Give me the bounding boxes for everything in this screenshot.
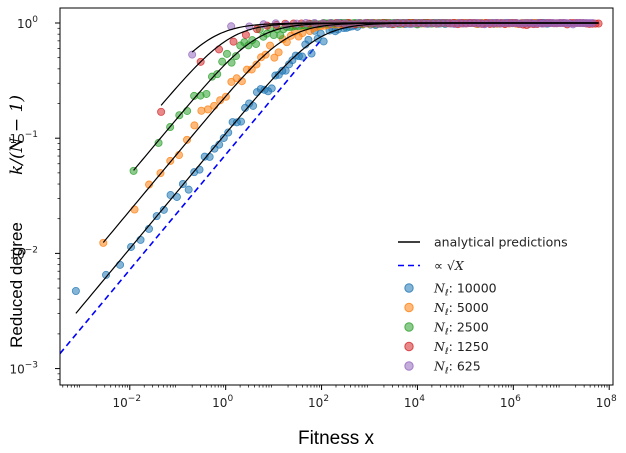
series-2-point	[274, 48, 283, 57]
series-1-point	[205, 152, 214, 161]
series-3-point	[129, 166, 138, 175]
series-1-point	[307, 49, 316, 58]
series-2-point	[190, 121, 199, 130]
series-4-points	[157, 19, 603, 116]
x-tick-label: 108	[596, 394, 617, 410]
y-axis-label: Reduced degree	[7, 222, 26, 348]
x-tick-label: 100	[212, 394, 233, 410]
series-4-point	[157, 107, 166, 116]
x-axis-label: Fitness x	[298, 428, 375, 449]
series-1-point	[136, 235, 145, 244]
legend-series-label: Nℓ: 625	[433, 359, 481, 377]
series-4-point	[229, 37, 238, 46]
series-1-point	[304, 35, 313, 44]
series-3-point	[218, 57, 227, 66]
series-1-point	[184, 185, 193, 194]
series-3-point	[202, 89, 211, 98]
series-3-point	[276, 31, 285, 40]
series-2-point	[210, 101, 219, 110]
analytical-prediction-line-5	[191, 22, 599, 53]
axis-labels: Fitness x Reduced degree k/(N − 1)	[7, 95, 375, 449]
series-3-point	[244, 41, 253, 50]
legend-series-marker	[404, 283, 414, 293]
series-2-point	[270, 53, 279, 62]
x-tick-label: 104	[404, 394, 425, 410]
x-tick-label: 10−2	[113, 394, 142, 410]
series-2-point	[266, 41, 275, 50]
legend-series-label: Nℓ: 5000	[433, 300, 489, 318]
series-1-point	[159, 205, 168, 214]
analytical-prediction-line-1	[75, 22, 599, 314]
series-1-point	[102, 270, 111, 279]
sqrt-reference-layer	[60, 38, 323, 355]
series-2-point	[203, 105, 212, 114]
plot-frame	[59, 7, 614, 386]
series-1-point	[267, 84, 276, 93]
series-2-point	[183, 135, 192, 144]
legend-series-marker	[404, 341, 414, 352]
series-3-point	[183, 106, 192, 115]
y-tick-label: 100	[17, 15, 38, 31]
series-1-point	[281, 66, 290, 75]
y-axis-label-math: k/(N − 1)	[7, 95, 27, 175]
series-2-point	[216, 96, 225, 105]
series-1-point	[71, 286, 80, 295]
series-3-point	[213, 70, 222, 79]
series-3-point	[252, 39, 261, 48]
legend-series-marker	[404, 322, 414, 332]
series-3-point	[222, 49, 231, 58]
series-3-point	[227, 58, 236, 67]
series-2-point	[197, 106, 206, 115]
legend-series-label: Nℓ: 2500	[433, 320, 489, 338]
legend-series-label: Nℓ: 10000	[433, 281, 497, 299]
sqrt-reference-line	[60, 38, 323, 355]
series-2-point	[130, 205, 139, 214]
series-1-point	[319, 37, 328, 46]
series-1-point	[224, 128, 233, 137]
scatter-layer	[71, 19, 603, 295]
x-tick-label: 102	[308, 394, 329, 410]
series-3-point	[231, 52, 240, 61]
series-2-point	[252, 60, 261, 69]
x-tick-label: 106	[500, 394, 521, 410]
analytical-lines-layer	[75, 22, 599, 314]
legend-series-marker	[404, 302, 414, 313]
series-2-point	[247, 65, 256, 74]
series-5-point	[188, 50, 197, 59]
series-1-point	[116, 260, 125, 269]
series-3-point	[154, 138, 163, 147]
series-1-point	[237, 117, 246, 126]
legend-analytical-label: analytical predictions	[434, 235, 568, 250]
series-1-point	[219, 133, 228, 142]
legend-sqrt-label: ∝ √X	[434, 258, 465, 273]
legend-series-label: Nℓ: 1250	[433, 339, 489, 357]
analytical-prediction-line-2	[102, 22, 599, 243]
legend-series-marker	[404, 361, 414, 371]
y-tick-label: 10−3	[9, 361, 38, 377]
series-1-point	[298, 52, 307, 61]
